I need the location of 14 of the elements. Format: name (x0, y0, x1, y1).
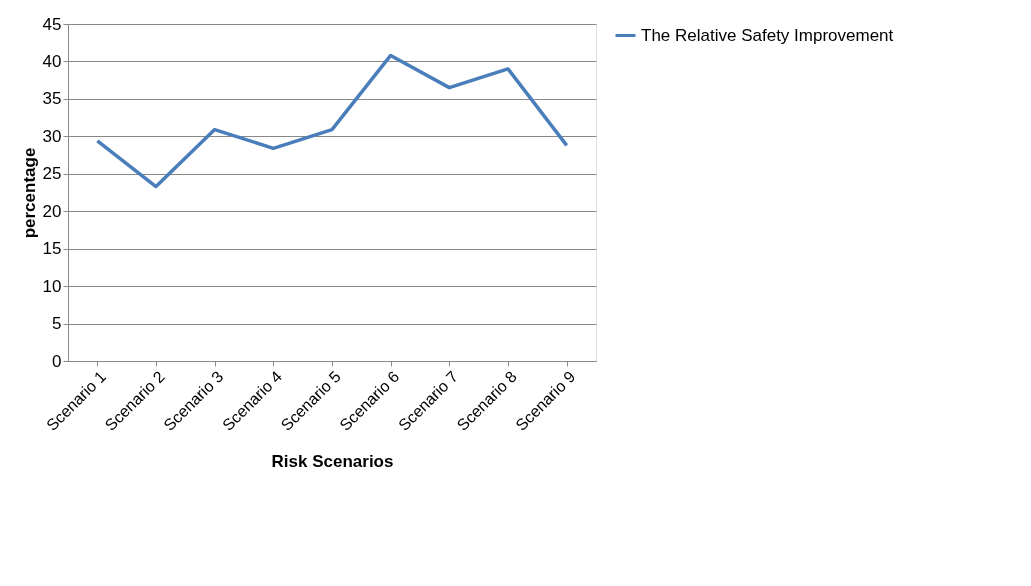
y-tick-label: 5 (52, 314, 62, 334)
y-tick-label: 15 (42, 239, 62, 259)
y-tick-label: 20 (42, 201, 62, 221)
y-tick-label: 10 (42, 276, 62, 296)
y-tick-label: 0 (52, 351, 62, 371)
y-tick-label: 30 (42, 126, 62, 146)
legend-label: The Relative Safety Improvement (641, 25, 894, 45)
line-series (95, 53, 569, 189)
x-axis-title: Risk Scenarios (271, 451, 394, 471)
y-tick-label: 35 (42, 89, 62, 109)
y-axis-title: percentage (19, 147, 39, 239)
y-tick-label: 40 (42, 51, 62, 71)
y-tick-label: 45 (42, 14, 62, 34)
y-tick-label: 25 (42, 164, 62, 184)
